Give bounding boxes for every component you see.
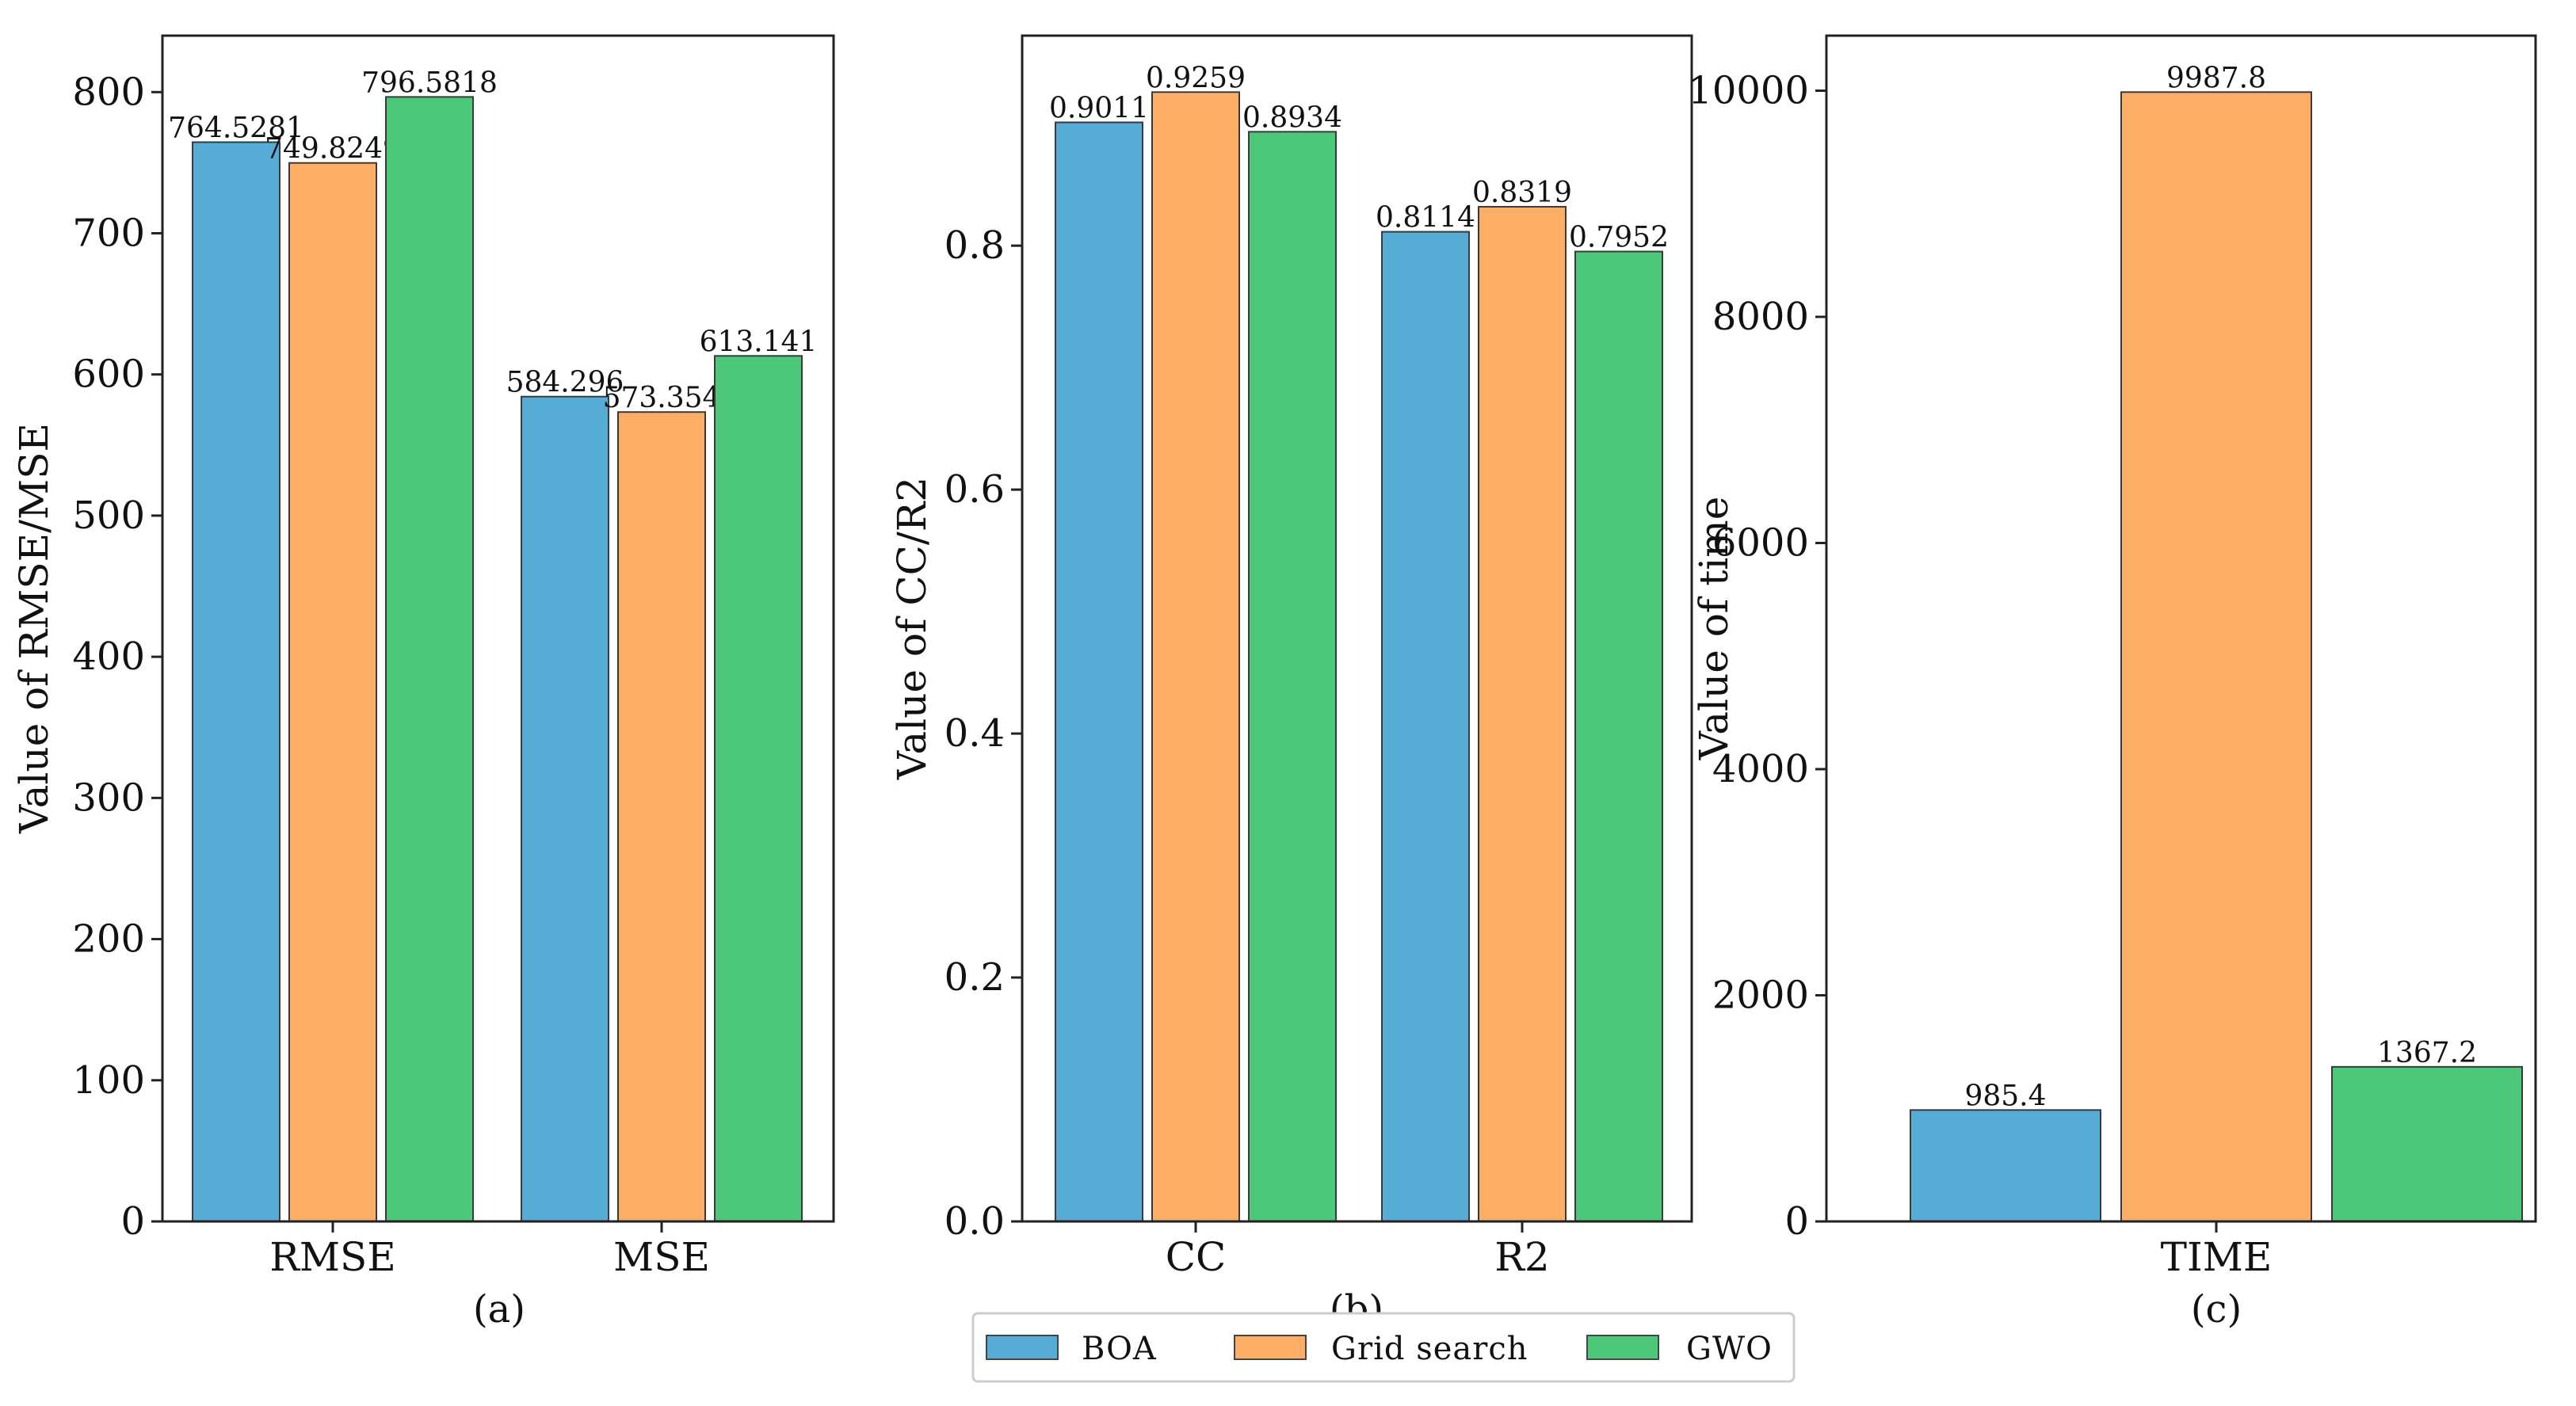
value-label-boa-cc: 0.9011 [1049, 92, 1149, 124]
bar-gwo-cc [1248, 131, 1337, 1222]
legend-swatch-grid-search [1234, 1335, 1307, 1360]
bar-gwo-time [2331, 1065, 2523, 1222]
y-tick-label: 0 [120, 1199, 145, 1244]
plot-frame [1021, 34, 1693, 1223]
y-tick-label: 300 [72, 775, 145, 820]
y-tick-label: 800 [72, 70, 145, 114]
panel-b: 0.9011 0.8114 0.9259 0.8319 0.8934 0.7952 0.0 0… [889, 34, 1693, 1332]
y-axis-title: Value of time [1691, 497, 1737, 761]
bar-gwo-r2 [1574, 250, 1663, 1222]
value-label-grid-search-cc: 0.9259 [1146, 62, 1246, 94]
x-tick-label-time: TIME [2161, 1234, 2273, 1280]
y-tick-label: 6000 [1712, 521, 1809, 566]
bar-gwo-rmse [385, 96, 474, 1222]
y-tick-label: 0 [1784, 1199, 1809, 1244]
value-label-gwo-mse: 613.141 [700, 326, 818, 358]
bar-boa-cc [1055, 121, 1143, 1223]
y-tick-label: 2000 [1712, 974, 1809, 1018]
bar-grid-search-rmse [288, 162, 377, 1222]
bar-gwo-mse [714, 355, 803, 1222]
y-tick-label: 700 [72, 211, 145, 256]
y-axis-title: Value of RMSE/MSE [11, 423, 57, 834]
bar-boa-r2 [1381, 231, 1470, 1222]
y-axis-title: Value of CC/R2 [889, 477, 935, 780]
value-label-gwo-r2: 0.7952 [1569, 222, 1669, 254]
x-tick-label-cc: CC [1166, 1234, 1227, 1280]
panel-label: (c) [2191, 1287, 2242, 1332]
y-tick-label: 100 [72, 1058, 145, 1103]
legend: BOA Grid search GWO [971, 1312, 1796, 1383]
x-tick-label-mse: MSE [613, 1234, 710, 1280]
y-tick-label: 0.0 [945, 1199, 1005, 1244]
y-tick-label: 600 [72, 352, 145, 397]
legend-swatch-boa [986, 1335, 1059, 1360]
value-label-grid-search-rmse: 749.8249 [265, 133, 401, 166]
panel-label: (a) [473, 1287, 525, 1332]
legend-label-boa: BOA [1082, 1331, 1157, 1367]
bar-grid-search-time [2120, 91, 2312, 1222]
value-label-boa-mse: 584.296 [506, 367, 624, 399]
panel-c: 985.4 9987.8 1367.2 0 2000 4000 6000 8000 10000 T… [1688, 34, 2537, 1332]
bar-grid-search-r2 [1478, 206, 1567, 1222]
legend-swatch-gwo [1586, 1335, 1659, 1360]
bar-boa-rmse [192, 141, 280, 1222]
bar-grid-search-cc [1151, 91, 1240, 1222]
value-label-gwo-rmse: 796.5818 [361, 67, 498, 99]
y-tick-label: 500 [72, 493, 145, 538]
x-tick-label-rmse: RMSE [269, 1234, 396, 1280]
value-label-boa-r2: 0.8114 [1376, 202, 1475, 234]
y-tick-label: 0.6 [945, 467, 1005, 512]
panel-a: 764.5281 584.296 749.8249 573.354 796.5818 61… [11, 34, 835, 1332]
legend-frame [971, 1312, 1796, 1383]
value-label-grid-search-time: 9987.8 [2166, 62, 2266, 94]
y-tick-label: 200 [72, 917, 145, 962]
plot-frame [1825, 34, 2537, 1223]
bar-boa-mse [521, 395, 609, 1222]
value-label-boa-time: 985.4 [1964, 1080, 2046, 1112]
value-label-gwo-cc: 0.8934 [1242, 101, 1342, 134]
value-label-grid-search-r2: 0.8319 [1472, 177, 1572, 209]
legend-label-gwo: GWO [1686, 1331, 1773, 1367]
x-tick-label-r2: R2 [1494, 1234, 1549, 1280]
bar-grid-search-mse [617, 411, 706, 1222]
value-label-grid-search-mse: 573.354 [603, 382, 721, 414]
bar-boa-time [1910, 1109, 2101, 1222]
plot-frame [161, 34, 835, 1223]
y-tick-label: 0.2 [945, 955, 1005, 1000]
value-label-boa-rmse: 764.5281 [168, 112, 304, 145]
y-tick-label: 0.4 [945, 711, 1005, 756]
y-tick-label: 0.8 [945, 223, 1005, 268]
y-tick-label: 400 [72, 634, 145, 679]
y-tick-label: 10000 [1688, 69, 1809, 113]
y-tick-label: 8000 [1712, 295, 1809, 339]
value-label-gwo-time: 1367.2 [2377, 1037, 2477, 1069]
legend-label-grid-search: Grid search [1331, 1331, 1528, 1367]
y-tick-label: 4000 [1712, 747, 1809, 791]
